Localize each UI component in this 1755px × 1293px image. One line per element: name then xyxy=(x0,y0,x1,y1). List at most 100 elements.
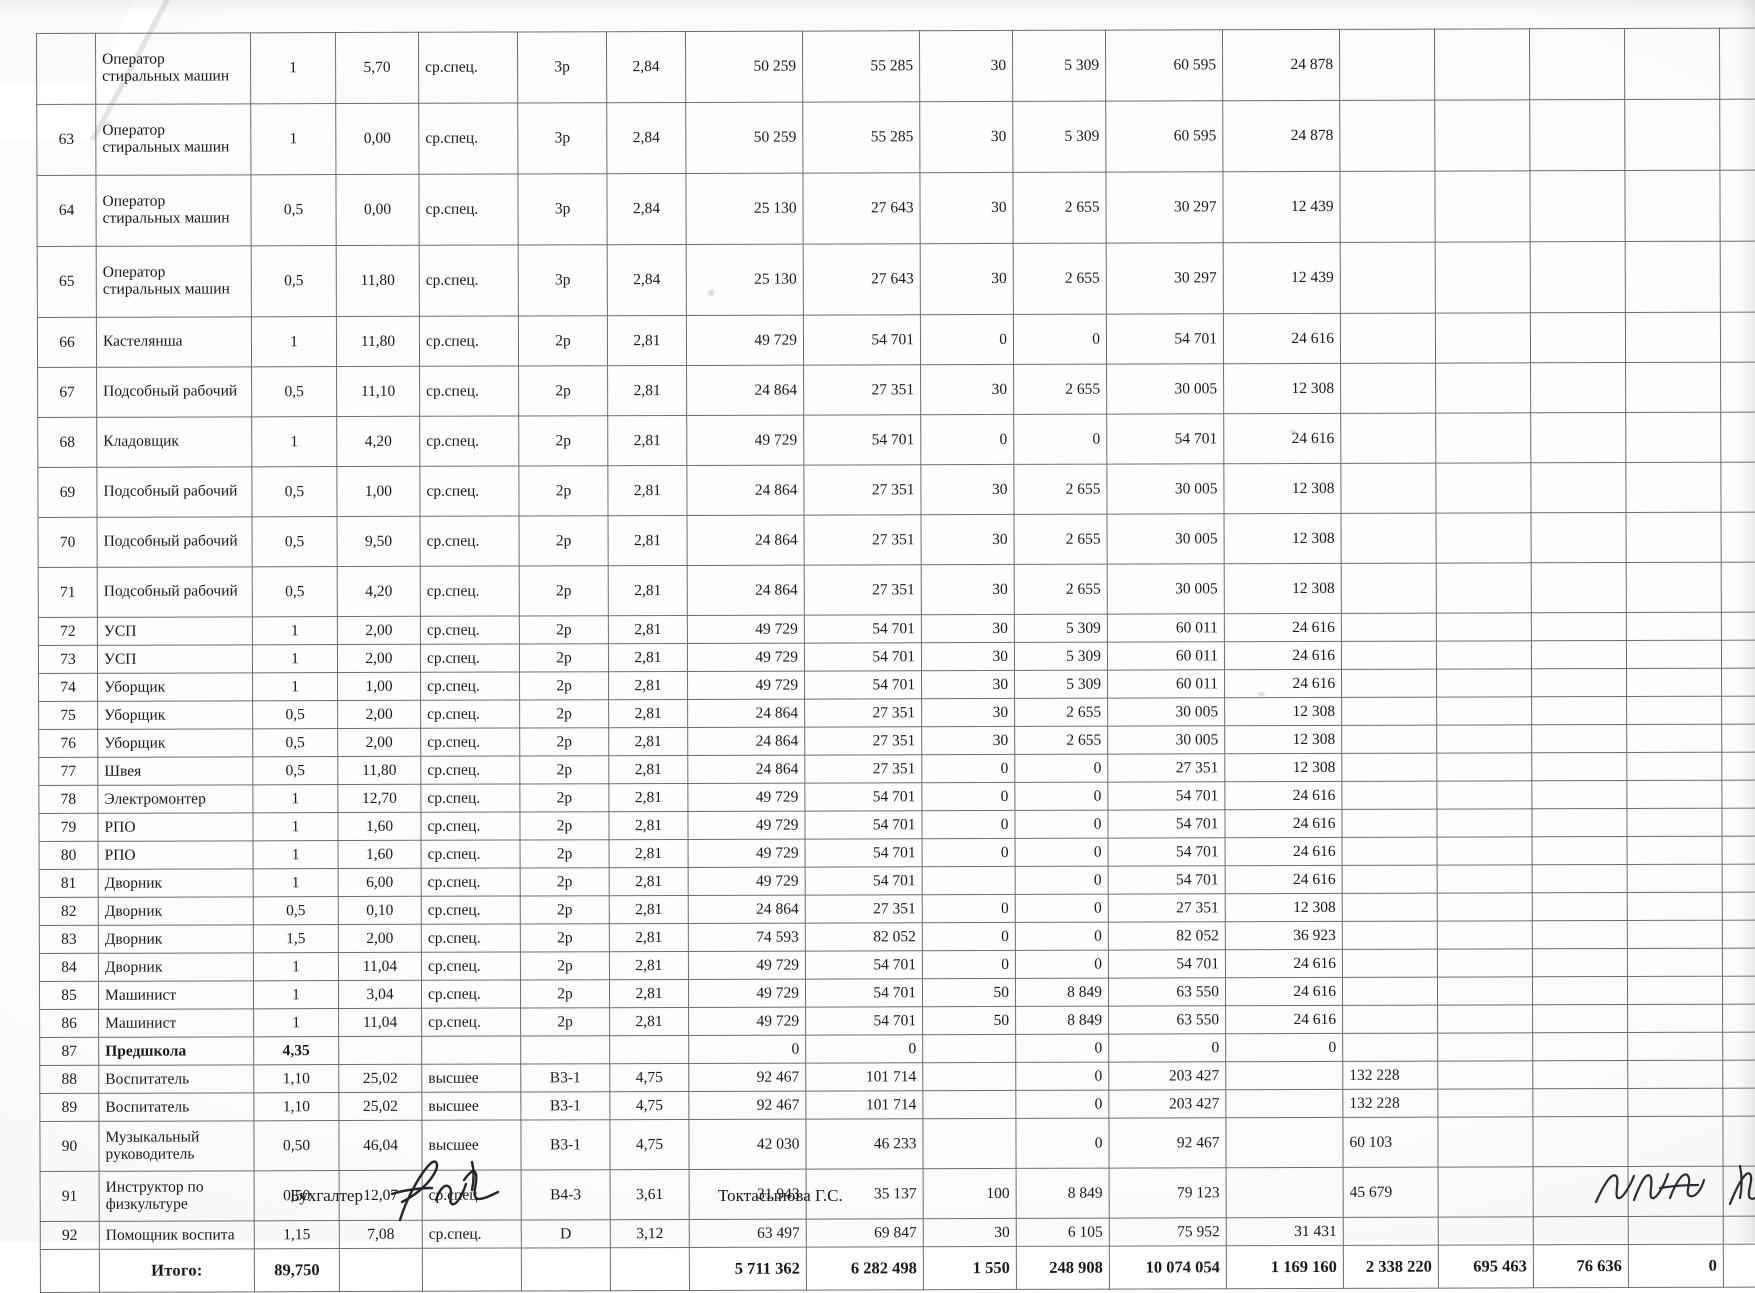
supplement-cell: 2 655 xyxy=(1013,364,1107,415)
education-cell: ср.спец. xyxy=(420,727,520,757)
extra-col-4-cell xyxy=(1625,362,1721,413)
position-name-cell: Подсобный рабочий xyxy=(96,466,253,518)
percent-cell xyxy=(922,1062,1016,1091)
extra-col-5-cell xyxy=(1720,411,1755,463)
table-row: 71 Подсобный рабочий 0,5 4,20 ср.спец. 2р 2,81… xyxy=(38,561,1755,618)
rate-cell: 0,5 xyxy=(253,896,339,925)
education-cell: ср.спец. xyxy=(419,465,520,517)
coefficient-cell: 2,81 xyxy=(607,415,687,466)
salary-base-cell: 49 729 xyxy=(688,951,806,980)
row-number-cell: 90 xyxy=(39,1121,100,1172)
extra-col-4-cell xyxy=(1625,462,1722,513)
supplement-cell: 0 xyxy=(1014,754,1108,783)
extra-col-1-cell xyxy=(1341,669,1437,698)
stage-cell: 0,10 xyxy=(338,896,422,925)
position-name-cell: Оператор стиральных машин xyxy=(95,103,251,176)
position-name-cell: Музыкальный руководитель xyxy=(98,1120,255,1172)
extra-col-5-cell xyxy=(1719,98,1755,171)
salary-base-cell: 24 864 xyxy=(688,895,806,924)
supplement-cell: 0 xyxy=(1013,314,1107,365)
salary-raised-cell: 101 714 xyxy=(805,1062,923,1092)
extra-col-3-cell xyxy=(1532,1032,1628,1061)
salary-total-cell: 54 701 xyxy=(1108,949,1226,979)
extra-col-4-cell xyxy=(1626,512,1722,563)
total-extra-col-2-cell: 695 463 xyxy=(1438,1244,1534,1289)
rate-cell: 1 xyxy=(251,316,337,367)
supplement-cell: 2 655 xyxy=(1013,243,1107,315)
percent-cell xyxy=(922,1034,1016,1063)
category-cell: 2р xyxy=(519,699,609,728)
education-cell: ср.спец. xyxy=(421,923,521,953)
supplement-cell: 5 309 xyxy=(1014,642,1108,671)
salary-raised-cell: 54 701 xyxy=(803,414,921,466)
education-cell: ср.спец. xyxy=(420,783,520,813)
extra-col-2-cell xyxy=(1437,920,1533,950)
position-name-cell: Подсобный рабочий xyxy=(97,516,253,568)
supplement2-cell: 24 878 xyxy=(1222,100,1340,172)
extra-col-4-cell xyxy=(1625,312,1721,363)
extra-col-2-cell xyxy=(1437,1116,1534,1168)
stage-cell: 4,20 xyxy=(337,566,421,617)
coefficient-cell: 2,84 xyxy=(606,102,686,174)
rate-cell: 0,50 xyxy=(253,1120,340,1171)
category-cell: 2р xyxy=(518,465,609,516)
row-number-cell: 65 xyxy=(37,246,97,318)
position-name-cell: Предшкола xyxy=(98,1036,254,1066)
education-cell: ср.спец. xyxy=(420,643,520,673)
supplement2-cell: 24 616 xyxy=(1223,313,1341,364)
salary-base-cell: 49 729 xyxy=(688,979,806,1008)
rate-cell: 1,10 xyxy=(253,1064,339,1093)
total-percent-cell: 1 550 xyxy=(923,1246,1017,1290)
stage-cell: 2,00 xyxy=(338,924,422,953)
salary-total-cell: 60 595 xyxy=(1105,100,1223,173)
extra-col-1-cell xyxy=(1341,513,1437,564)
salary-total-cell: 60 011 xyxy=(1107,641,1225,671)
position-name-cell: Дворник xyxy=(98,896,254,926)
percent-cell: 0 xyxy=(922,838,1016,867)
salary-total-cell: 30 005 xyxy=(1106,363,1224,415)
supplement2-cell: 36 923 xyxy=(1225,921,1343,950)
extra-col-4-cell xyxy=(1626,668,1722,697)
extra-col-5-cell xyxy=(1721,511,1755,563)
row-number-cell: 69 xyxy=(37,467,98,518)
extra-col-3-cell xyxy=(1532,1004,1628,1033)
table-total-row: Итого: 89,750 5 711 362 6 282 498 1 550 248 9… xyxy=(40,1243,1755,1293)
education-cell: ср.спец. xyxy=(420,755,520,785)
extra-col-5-cell xyxy=(1722,863,1755,893)
education-cell: ср.спец. xyxy=(419,365,519,417)
supplement2-cell: 24 616 xyxy=(1224,669,1342,698)
extra-col-2-cell xyxy=(1434,170,1531,243)
extra-col-5-cell xyxy=(1722,835,1755,865)
percent-cell xyxy=(922,866,1016,895)
total-education-cell xyxy=(422,1247,522,1292)
row-number-cell: 84 xyxy=(39,953,99,982)
supplement-cell: 0 xyxy=(1015,866,1109,895)
extra-col-5-cell xyxy=(1719,169,1755,242)
rate-cell: 1 xyxy=(253,868,339,897)
salary-raised-cell: 27 351 xyxy=(804,514,922,566)
salary-total-cell: 54 701 xyxy=(1108,865,1226,895)
salary-raised-cell: 27 351 xyxy=(803,464,922,516)
salary-base-cell: 24 864 xyxy=(687,515,805,566)
salary-raised-cell: 27 643 xyxy=(803,243,921,316)
supplement-cell: 0 xyxy=(1015,922,1109,951)
salary-total-cell: 54 701 xyxy=(1108,837,1226,867)
stage-cell: 12,70 xyxy=(337,784,421,813)
salary-base-cell: 24 864 xyxy=(686,465,805,516)
education-cell: ср.спец. xyxy=(420,615,520,645)
extra-col-4-cell xyxy=(1627,976,1723,1005)
salary-total-cell: 92 467 xyxy=(1108,1117,1227,1169)
salary-base-cell: 49 729 xyxy=(688,867,806,896)
supplement-cell: 0 xyxy=(1013,414,1107,465)
total-supplement2-cell: 1 169 160 xyxy=(1226,1245,1344,1289)
salary-base-cell: 24 864 xyxy=(687,727,805,756)
extra-col-4-cell xyxy=(1626,808,1723,837)
extra-col-1-cell xyxy=(1340,242,1436,314)
extra-col-2-cell xyxy=(1437,1004,1533,1034)
supplement-cell: 2 655 xyxy=(1012,172,1107,244)
extra-col-3-cell xyxy=(1532,976,1628,1005)
extra-col-4-cell xyxy=(1627,864,1723,893)
extra-col-5-cell xyxy=(1722,1003,1755,1033)
row-number-cell: 87 xyxy=(39,1037,99,1066)
total-label-cell: Итого: xyxy=(99,1248,255,1293)
